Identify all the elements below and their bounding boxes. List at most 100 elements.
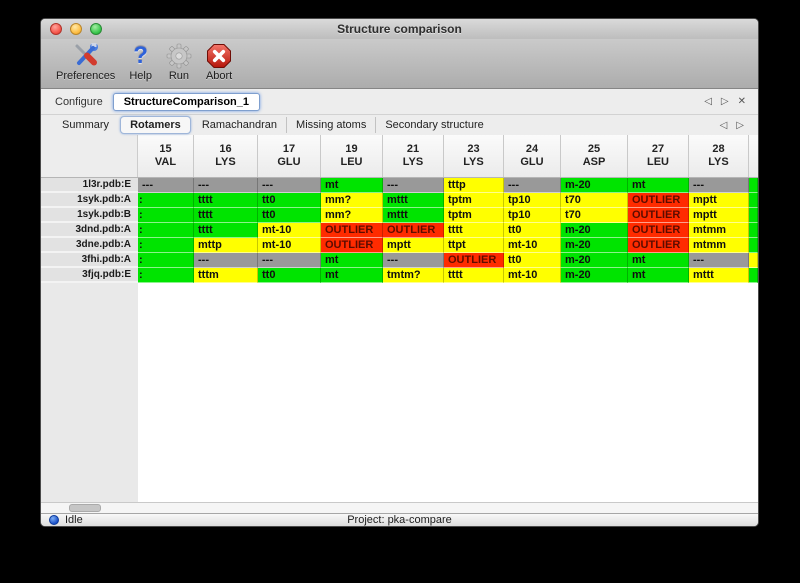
column-header[interactable]: 28 LYS <box>689 135 749 177</box>
table-cell[interactable]: mm? <box>321 193 383 208</box>
column-header[interactable]: 27 LEU <box>628 135 689 177</box>
table-cell[interactable]: OUTLIER <box>628 208 689 223</box>
table-cell[interactable]: --- <box>258 253 321 268</box>
table-cell[interactable]: tttt <box>194 193 258 208</box>
tab-missing-atoms[interactable]: Missing atoms <box>286 117 375 133</box>
table-cell[interactable]: tt0 <box>258 268 321 283</box>
table-cell[interactable]: --- <box>504 178 561 193</box>
table-cell[interactable]: mt <box>628 178 689 193</box>
table-cell[interactable]: mttp <box>194 238 258 253</box>
row-label[interactable]: 3fjq.pdb:E <box>41 268 138 283</box>
table-cell[interactable]: mptt <box>689 208 749 223</box>
table-cell[interactable]: --- <box>689 253 749 268</box>
tab-secondary-structure[interactable]: Secondary structure <box>375 117 492 133</box>
table-cell[interactable]: OUTLIER <box>628 223 689 238</box>
table-cell[interactable]: m-20 <box>561 178 628 193</box>
table-cell[interactable] <box>749 178 758 193</box>
table-cell[interactable]: mtmm <box>689 238 749 253</box>
table-cell[interactable]: tttp <box>444 178 504 193</box>
table-cell[interactable]: : <box>138 223 194 238</box>
close-icon[interactable]: ✕ <box>737 96 746 107</box>
table-cell[interactable]: mttt <box>383 193 444 208</box>
table-cell[interactable]: mt <box>628 253 689 268</box>
table-cell[interactable]: mt <box>321 178 383 193</box>
table-cell[interactable] <box>749 208 758 223</box>
table-cell[interactable] <box>749 268 758 283</box>
table-cell[interactable]: mt-10 <box>258 238 321 253</box>
table-cell[interactable]: m-20 <box>561 223 628 238</box>
table-cell[interactable]: --- <box>194 178 258 193</box>
row-label[interactable]: 1l3r.pdb:E <box>41 178 138 193</box>
table-cell[interactable]: m-20 <box>561 268 628 283</box>
table-cell[interactable]: OUTLIER <box>628 238 689 253</box>
table-cell[interactable]: tt0 <box>258 193 321 208</box>
column-header[interactable]: 17 GLU <box>258 135 321 177</box>
table-cell[interactable]: OUTLIER <box>383 223 444 238</box>
table-cell[interactable]: mtmm <box>689 223 749 238</box>
table-cell[interactable]: OUTLIER <box>444 253 504 268</box>
table-cell[interactable]: mt-10 <box>504 268 561 283</box>
table-cell[interactable]: --- <box>194 253 258 268</box>
table-cell[interactable]: mttt <box>689 268 749 283</box>
table-cell[interactable]: m-20 <box>561 238 628 253</box>
table-cell[interactable]: : <box>138 238 194 253</box>
configure-name-field[interactable]: StructureComparison_1 <box>112 92 261 111</box>
scrollbar-thumb[interactable] <box>69 504 101 512</box>
row-label[interactable]: 3dnd.pdb:A <box>41 223 138 238</box>
table-cell[interactable] <box>749 223 758 238</box>
table-cell[interactable]: tptm <box>444 193 504 208</box>
table-cell[interactable]: tttt <box>444 268 504 283</box>
table-cell[interactable]: tt0 <box>504 223 561 238</box>
row-label[interactable]: 3fhi.pdb:A <box>41 253 138 268</box>
table-cell[interactable]: mptt <box>689 193 749 208</box>
table-cell[interactable]: OUTLIER <box>628 193 689 208</box>
table-cell[interactable]: mt-10 <box>258 223 321 238</box>
table-cell[interactable] <box>749 193 758 208</box>
column-header[interactable]: 15 VAL <box>138 135 194 177</box>
run-button[interactable]: Run <box>161 41 197 82</box>
table-cell[interactable] <box>749 253 758 268</box>
table-cell[interactable] <box>749 238 758 253</box>
table-cell[interactable]: tttt <box>194 208 258 223</box>
table-cell[interactable]: --- <box>258 178 321 193</box>
table-cell[interactable]: mt <box>321 253 383 268</box>
tab-summary[interactable]: Summary <box>62 119 110 131</box>
table-cell[interactable]: : <box>138 253 194 268</box>
table-cell[interactable]: mt <box>628 268 689 283</box>
table-cell[interactable]: : <box>138 193 194 208</box>
column-header[interactable]: 23 LYS <box>444 135 504 177</box>
minimize-window-button[interactable] <box>70 23 82 35</box>
back-arrow-icon[interactable]: ◁ <box>704 96 712 107</box>
close-window-button[interactable] <box>50 23 62 35</box>
table-cell[interactable]: : <box>138 208 194 223</box>
table-cell[interactable]: --- <box>383 253 444 268</box>
table-cell[interactable]: tt0 <box>258 208 321 223</box>
row-label[interactable]: 3dne.pdb:A <box>41 238 138 253</box>
table-cell[interactable]: mptt <box>383 238 444 253</box>
table-cell[interactable]: mttt <box>383 208 444 223</box>
table-cell[interactable]: OUTLIER <box>321 238 383 253</box>
forward-arrow-icon[interactable]: ▷ <box>720 96 729 107</box>
table-cell[interactable]: t70 <box>561 208 628 223</box>
table-cell[interactable]: --- <box>138 178 194 193</box>
forward-arrow-icon[interactable]: ▷ <box>736 119 744 131</box>
table-cell[interactable]: OUTLIER <box>321 223 383 238</box>
table-cell[interactable]: tttt <box>444 223 504 238</box>
row-label[interactable]: 1syk.pdb:B <box>41 208 138 223</box>
horizontal-scrollbar[interactable] <box>41 502 758 513</box>
table-cell[interactable]: : <box>138 268 194 283</box>
table-cell[interactable]: tp10 <box>504 208 561 223</box>
column-header[interactable]: 24 GLU <box>504 135 561 177</box>
column-header[interactable]: 21 LYS <box>383 135 444 177</box>
zoom-window-button[interactable] <box>90 23 102 35</box>
table-cell[interactable]: mt-10 <box>504 238 561 253</box>
abort-button[interactable]: Abort <box>201 41 237 82</box>
table-cell[interactable]: --- <box>689 178 749 193</box>
title-bar[interactable]: Structure comparison <box>41 19 758 39</box>
help-button[interactable]: ? Help <box>124 41 157 82</box>
table-cell[interactable]: tptm <box>444 208 504 223</box>
column-header[interactable]: 25 ASP <box>561 135 628 177</box>
tab-rotamers[interactable]: Rotamers <box>120 116 191 134</box>
column-header[interactable]: 19 LEU <box>321 135 383 177</box>
back-arrow-icon[interactable]: ◁ <box>719 119 728 131</box>
